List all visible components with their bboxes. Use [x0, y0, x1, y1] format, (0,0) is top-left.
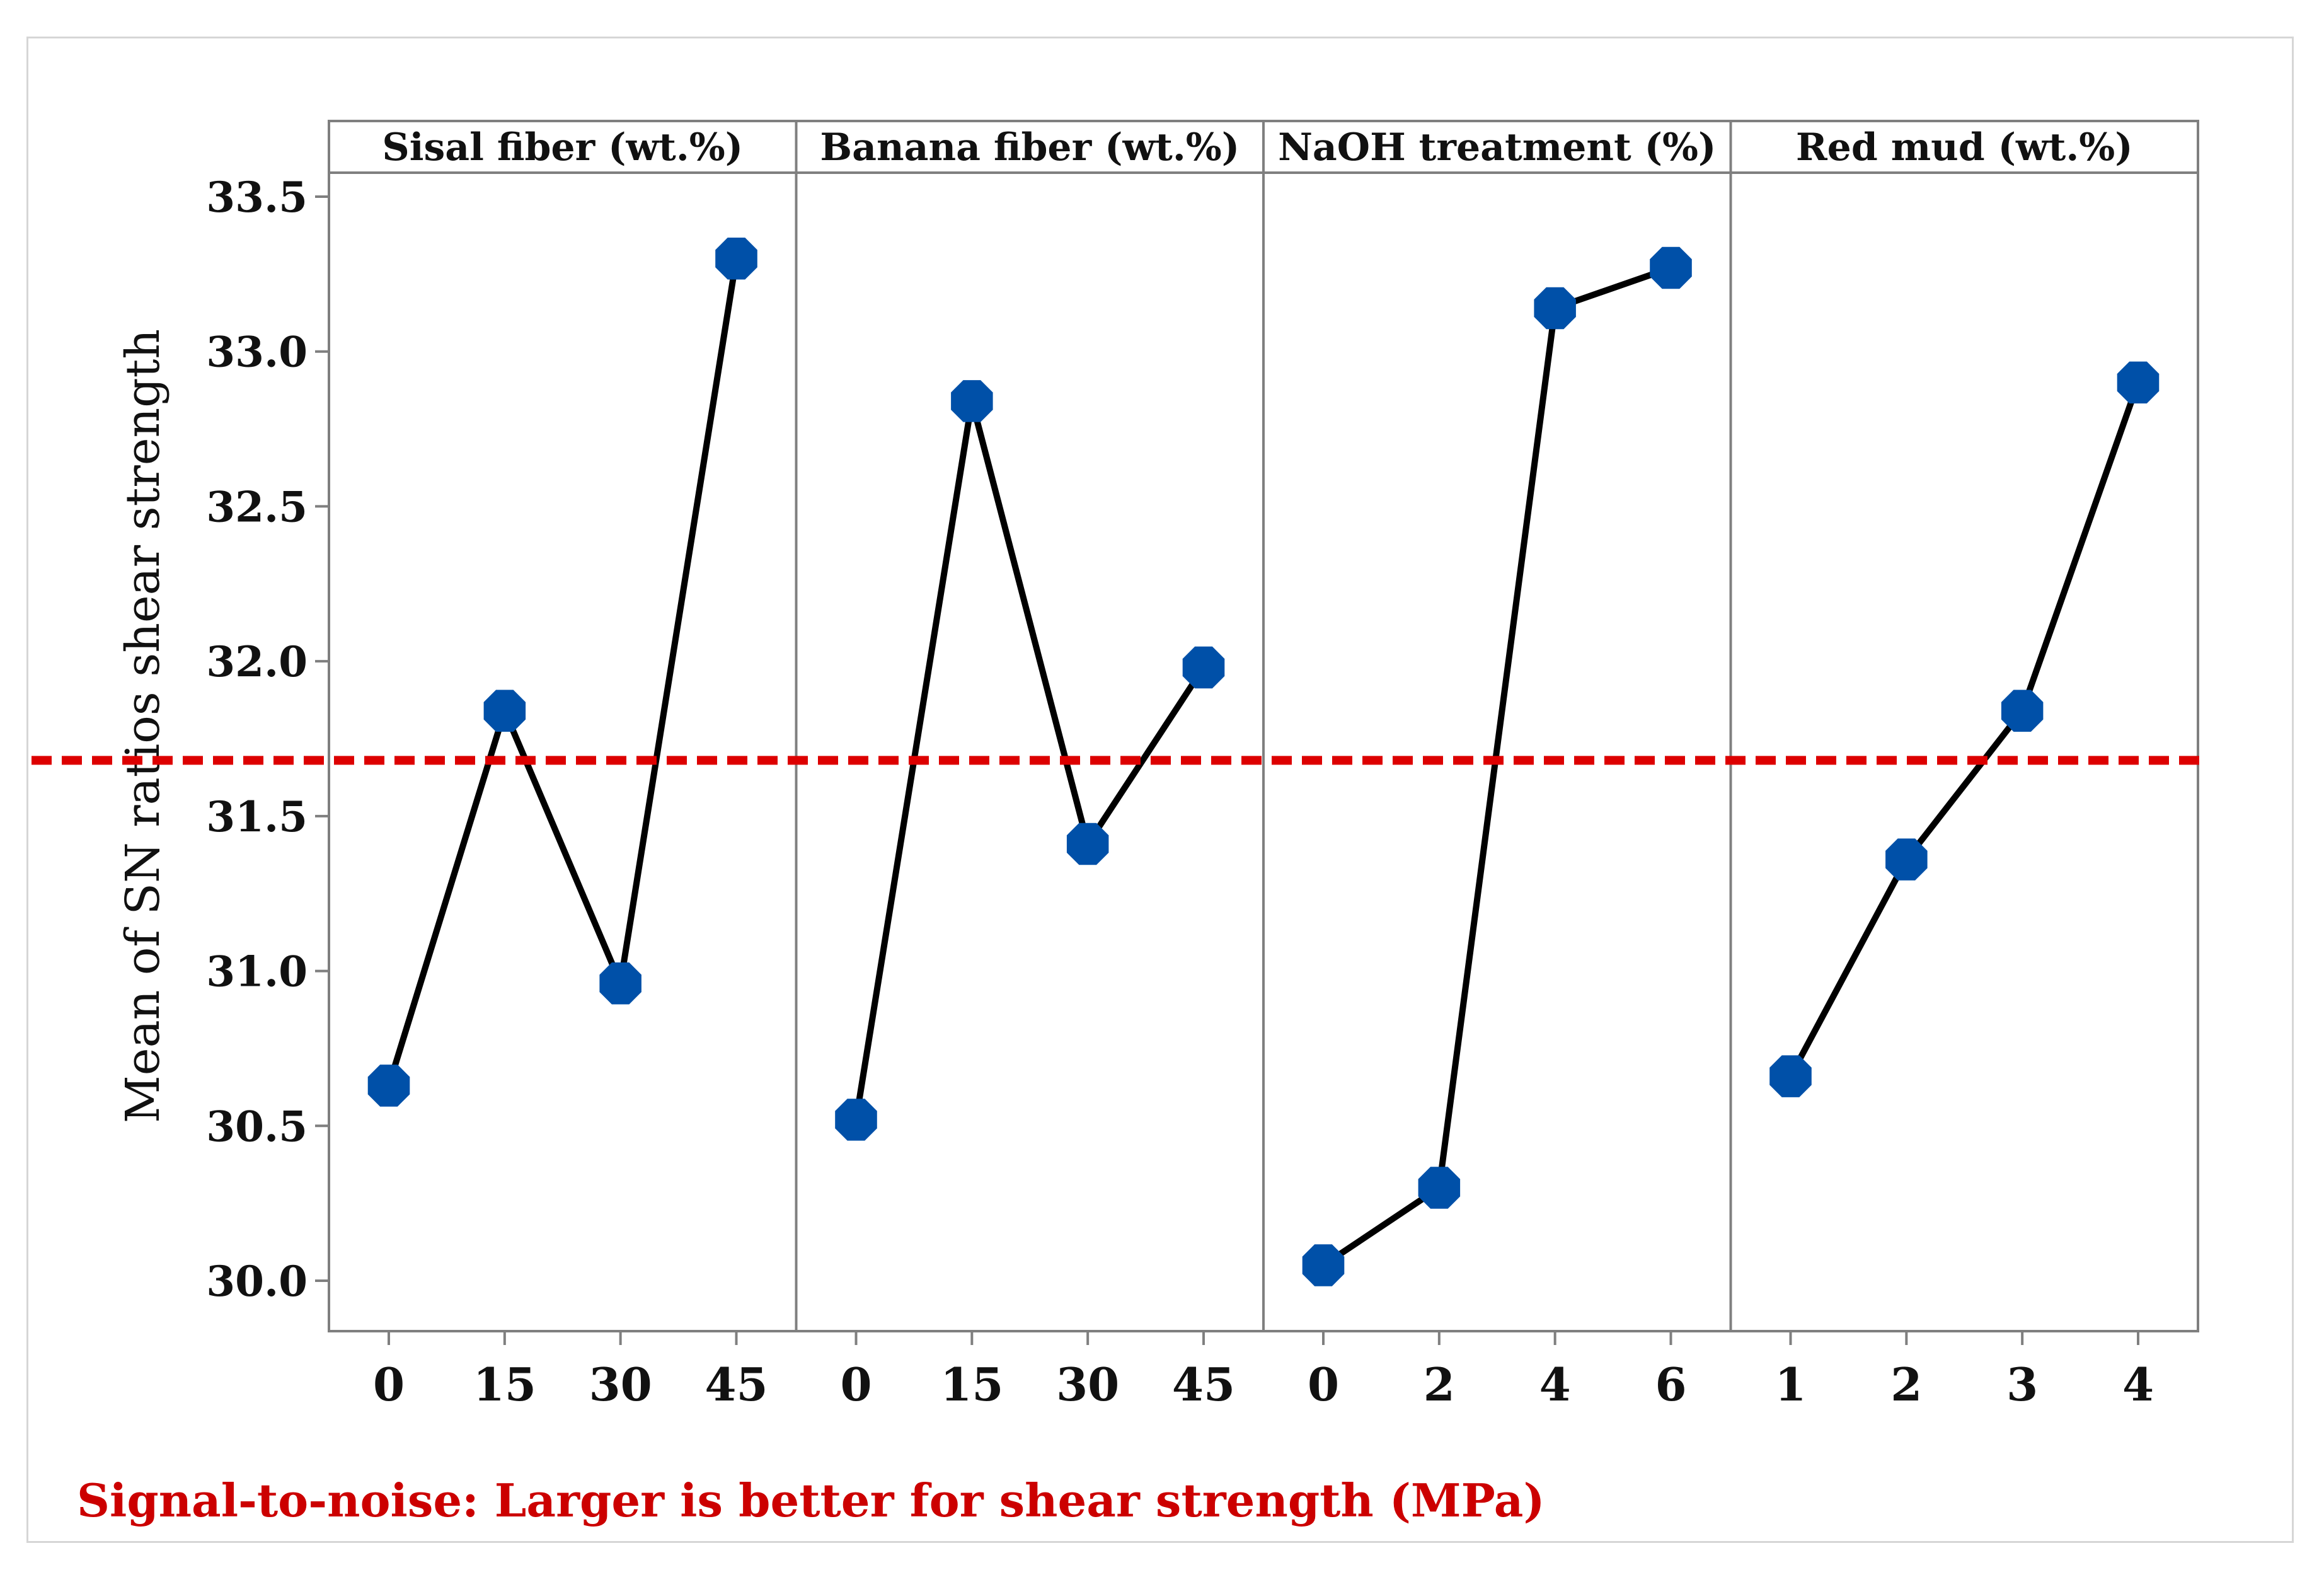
chart-footer-note: Signal-to-noise: Larger is better for sh… [77, 1474, 1545, 1527]
data-point [1650, 246, 1692, 289]
data-point [951, 380, 993, 422]
panel-title: Sisal fiber (wt.%) [382, 125, 743, 170]
y-tick-label: 32.0 [206, 637, 308, 686]
x-tick-label: 4 [2122, 1358, 2154, 1411]
panel-title: Banana fiber (wt.%) [820, 125, 1240, 170]
x-tick-label: 3 [2006, 1358, 2038, 1411]
x-tick-label: 15 [940, 1358, 1003, 1411]
data-point [1534, 287, 1576, 330]
x-tick-label: 15 [473, 1358, 536, 1411]
data-point [367, 1065, 410, 1107]
data-point [2117, 361, 2160, 404]
data-point [1066, 823, 1109, 865]
panel-title: NaOH treatment (%) [1278, 125, 1716, 170]
data-point [1885, 838, 1928, 880]
x-tick-label: 0 [840, 1358, 872, 1411]
data-point [1769, 1055, 1812, 1097]
data-point [1302, 1244, 1345, 1286]
y-tick-label: 30.0 [206, 1257, 308, 1306]
y-tick-label: 33.0 [206, 328, 308, 377]
x-tick-label: 2 [1424, 1358, 1455, 1411]
y-tick-label: 31.0 [206, 947, 308, 996]
x-tick-label: 6 [1655, 1358, 1686, 1411]
y-tick-label: 32.5 [206, 482, 308, 531]
series-line [386, 258, 740, 1087]
data-point [483, 690, 526, 732]
x-tick-label: 1 [1775, 1358, 1806, 1411]
data-point [1182, 646, 1225, 689]
y-tick-label: 31.5 [206, 792, 308, 841]
x-tick-label: 30 [1056, 1358, 1119, 1411]
data-point [599, 962, 641, 1005]
x-tick-label: 45 [705, 1358, 768, 1411]
figure-frame [26, 37, 2294, 1543]
data-point [2001, 690, 2044, 732]
y-tick-label: 30.5 [206, 1102, 308, 1151]
series-line [1788, 381, 2141, 1078]
x-tick-label: 0 [373, 1358, 405, 1411]
x-tick-label: 2 [1890, 1358, 1922, 1411]
data-point [1418, 1167, 1461, 1209]
x-tick-label: 30 [589, 1358, 652, 1411]
series-line [1321, 265, 1672, 1268]
panel-title: Red mud (wt.%) [1796, 125, 2133, 170]
x-tick-label: 4 [1539, 1358, 1571, 1411]
data-point [835, 1099, 877, 1141]
x-tick-label: 45 [1172, 1358, 1235, 1411]
x-tick-label: 0 [1308, 1358, 1339, 1411]
y-axis-label: Mean of SN ratios shear strength [116, 329, 170, 1123]
y-tick-label: 33.5 [206, 173, 308, 222]
data-point [715, 238, 757, 280]
